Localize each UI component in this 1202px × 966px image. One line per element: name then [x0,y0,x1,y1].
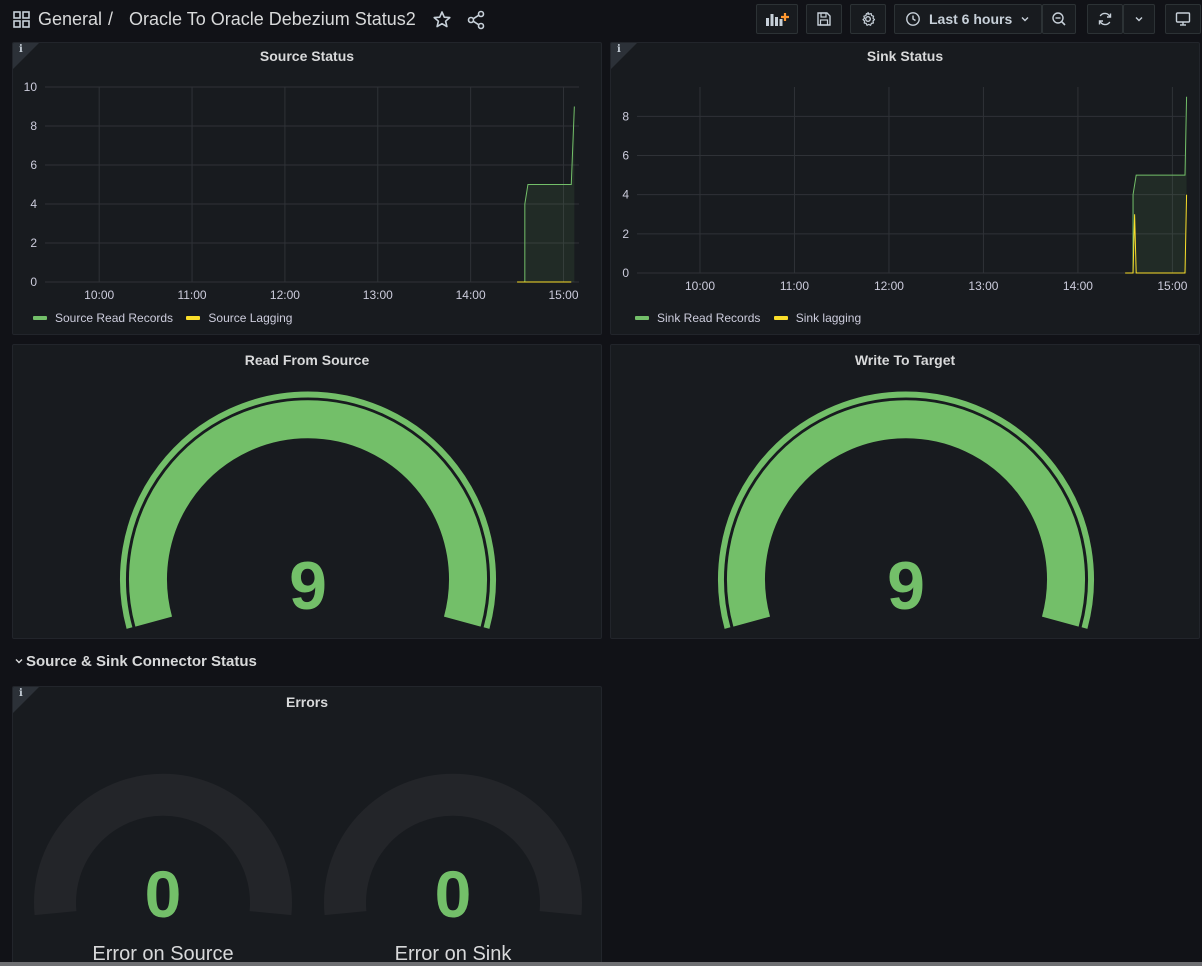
panel-title: Errors [285,694,329,710]
breadcrumb-separator: / [108,9,114,29]
error-sink-gauge-track [324,773,582,916]
errors-panel: i Errors 0 0 Error on Source Error on Si… [12,686,602,966]
add-panel-icon [766,13,789,26]
apps-icon[interactable] [8,6,34,32]
dashboard-settings-button[interactable] [850,4,886,34]
source-status-panel: i Source Status 0 2 4 6 8 10 10:00 11:00 12:00 13… [12,42,602,335]
x-tick-label: 14:00 [1063,279,1093,293]
chevron-down-icon [1021,17,1029,22]
gear-icon [862,11,876,26]
y-tick-label: 6 [622,149,629,163]
x-tick-label: 11:00 [177,288,206,302]
x-tick-label: 13:00 [363,288,393,302]
write-to-target-gauge[interactable]: 9 [611,369,1200,639]
series-area [524,106,575,282]
read-from-source-gauge[interactable]: 9 [13,369,602,639]
refresh-icon [1098,12,1112,26]
info-icon: i [19,44,23,55]
source-status-chart[interactable]: 0 2 4 6 8 10 10:00 11:00 12:00 13:00 14:00 15:00 [13,67,602,335]
breadcrumb-folder[interactable]: General [38,9,103,29]
zoom-out-icon [1052,12,1066,26]
share-icon[interactable] [464,8,488,32]
write-to-target-panel: Write To Target 9 [610,344,1200,639]
chevron-down-icon [15,658,23,664]
save-icon [817,12,831,26]
x-tick-label: 13:00 [968,279,998,293]
panel-title: Read From Source [244,352,370,368]
chevron-down-icon [1135,17,1143,22]
y-tick-label: 0 [622,266,629,280]
panel-title: Source Status [259,48,355,64]
top-navigation-bar: General / Oracle To Oracle Debezium Stat… [0,0,1202,40]
y-tick-label: 4 [622,188,629,202]
y-tick-label: 6 [30,158,37,172]
read-from-source-panel: Read From Source 9 [12,344,602,639]
time-range-label: Last 6 hours [929,11,1013,27]
y-tick-label: 8 [622,109,629,123]
add-panel-button[interactable] [756,4,798,34]
time-range-picker[interactable]: Last 6 hours [894,4,1042,34]
x-tick-label: 12:00 [874,279,904,293]
error-source-gauge-track [34,773,292,916]
sink-status-panel: i Sink Status 0 2 4 6 8 10:00 11:00 12:00 13:00 1… [610,42,1200,335]
error-source-label: Error on Source [92,943,234,965]
view-mode-button[interactable] [1165,4,1201,34]
dashboard-title[interactable]: Oracle To Oracle Debezium Status2 [129,9,416,29]
info-icon: i [617,44,621,55]
panel-title: Write To Target [854,352,956,368]
y-tick-label: 2 [30,236,37,250]
y-tick-label: 4 [30,197,37,211]
errors-gauges[interactable]: 0 0 [13,687,602,966]
chart-legend: Sink Read Records Sink lagging [635,311,871,325]
x-tick-label: 15:00 [549,288,579,302]
legend-item-sink-lagging[interactable]: Sink lagging [773,311,861,325]
x-tick-label: 10:00 [685,279,715,293]
series-area [1133,96,1187,273]
horizontal-scrollbar[interactable] [0,962,1202,966]
y-tick-label: 10 [24,80,38,94]
zoom-out-button[interactable] [1042,4,1076,34]
y-tick-label: 8 [30,119,37,133]
refresh-button[interactable] [1087,4,1123,34]
panel-title: Sink Status [866,48,944,64]
x-tick-label: 14:00 [456,288,486,302]
tv-icon [1175,12,1191,26]
y-tick-label: 2 [622,227,629,241]
clock-icon [906,12,920,26]
gauge-value: 9 [887,548,925,624]
error-sink-label: Error on Sink [394,943,512,965]
x-tick-label: 15:00 [1157,279,1187,293]
series-line[interactable] [524,106,575,283]
gauge-value: 9 [289,548,327,624]
legend-item-sink-read-records[interactable]: Sink Read Records [635,311,760,325]
panel-info-corner[interactable]: i [13,43,41,71]
row-title: Source & Sink Connector Status [26,653,257,670]
panel-info-corner[interactable]: i [13,687,41,715]
info-icon: i [19,688,23,699]
x-tick-label: 11:00 [780,279,809,293]
save-dashboard-button[interactable] [806,4,842,34]
y-tick-label: 0 [30,275,37,289]
sink-status-chart[interactable]: 0 2 4 6 8 10:00 11:00 12:00 13:00 14:00 15:00 [611,67,1200,335]
legend-item-source-read-records[interactable]: Source Read Records [33,311,173,325]
series-line[interactable] [1132,96,1188,273]
star-icon[interactable] [430,8,454,32]
error-sink-value: 0 [435,857,472,931]
series-line[interactable] [1125,194,1188,274]
row-header-connector-status[interactable]: Source & Sink Connector Status [14,653,257,670]
chart-legend: Source Read Records Source Lagging [33,311,302,325]
x-tick-label: 12:00 [270,288,300,302]
panel-info-corner[interactable]: i [611,43,639,71]
legend-item-source-lagging[interactable]: Source Lagging [186,311,292,325]
x-tick-label: 10:00 [84,288,114,302]
error-source-value: 0 [145,857,182,931]
refresh-interval-dropdown[interactable] [1123,4,1155,34]
